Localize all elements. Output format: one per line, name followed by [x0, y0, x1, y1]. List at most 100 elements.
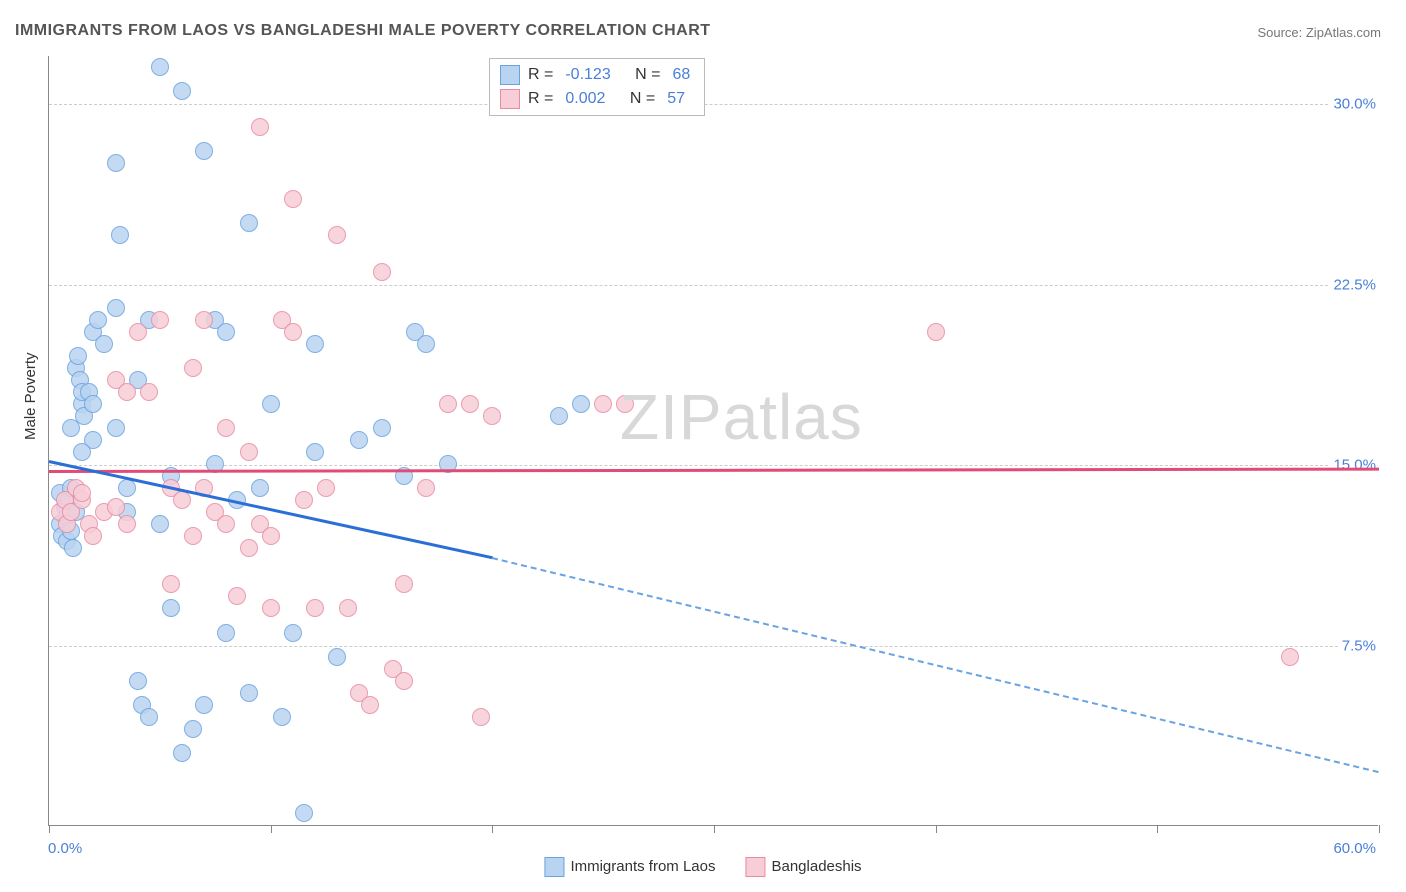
scatter-point: [95, 335, 113, 353]
x-tick: [1157, 825, 1158, 833]
scatter-point: [73, 484, 91, 502]
scatter-point: [262, 527, 280, 545]
scatter-point: [118, 479, 136, 497]
scatter-point: [240, 539, 258, 557]
gridline: [49, 646, 1378, 647]
scatter-point: [328, 648, 346, 666]
scatter-point: [262, 599, 280, 617]
scatter-point: [483, 407, 501, 425]
r-value-bangladeshi: 0.002: [565, 90, 605, 108]
scatter-point: [89, 311, 107, 329]
scatter-point: [151, 311, 169, 329]
scatter-point: [439, 395, 457, 413]
legend-row-series2: R = 0.002 N = 57: [500, 87, 694, 111]
scatter-point: [107, 419, 125, 437]
gridline: [49, 465, 1378, 466]
scatter-point: [395, 672, 413, 690]
scatter-point: [373, 419, 391, 437]
scatter-point: [217, 323, 235, 341]
scatter-point: [328, 226, 346, 244]
scatter-point: [195, 696, 213, 714]
scatter-point: [572, 395, 590, 413]
scatter-point: [64, 539, 82, 557]
scatter-point: [273, 708, 291, 726]
scatter-point: [616, 395, 634, 413]
series-legend: Immigrants from Laos Bangladeshis: [544, 857, 861, 877]
scatter-point: [84, 395, 102, 413]
source-attribution: Source: ZipAtlas.com: [1257, 25, 1381, 40]
scatter-point: [184, 527, 202, 545]
scatter-point: [195, 311, 213, 329]
r-value-laos: -0.123: [565, 66, 610, 84]
scatter-point: [373, 263, 391, 281]
scatter-point: [295, 804, 313, 822]
scatter-point: [417, 479, 435, 497]
source-label: Source:: [1257, 25, 1305, 40]
scatter-point: [550, 407, 568, 425]
scatter-point: [217, 515, 235, 533]
correlation-legend-box: R = -0.123 N = 68 R = 0.002 N = 57: [489, 58, 705, 116]
source-name: ZipAtlas.com: [1306, 25, 1381, 40]
legend-label-laos: Immigrants from Laos: [570, 858, 715, 875]
x-axis-max-label: 60.0%: [1333, 840, 1376, 857]
scatter-point: [62, 419, 80, 437]
chart-title: IMMIGRANTS FROM LAOS VS BANGLADESHI MALE…: [15, 22, 711, 40]
scatter-point: [251, 479, 269, 497]
scatter-point: [217, 419, 235, 437]
y-tick-label: 22.5%: [1329, 276, 1380, 293]
x-tick: [1379, 825, 1380, 833]
scatter-point: [350, 431, 368, 449]
scatter-point: [284, 624, 302, 642]
scatter-point: [118, 515, 136, 533]
scatter-point: [295, 491, 313, 509]
x-tick: [936, 825, 937, 833]
scatter-point: [107, 299, 125, 317]
scatter-point: [162, 575, 180, 593]
scatter-point: [217, 624, 235, 642]
scatter-point: [151, 515, 169, 533]
trend-line: [49, 467, 1379, 472]
x-tick: [714, 825, 715, 833]
scatter-point: [395, 575, 413, 593]
scatter-point: [140, 708, 158, 726]
scatter-point: [129, 323, 147, 341]
n-value-laos: 68: [673, 66, 691, 84]
scatter-point: [184, 720, 202, 738]
scatter-point: [594, 395, 612, 413]
scatter-point: [84, 527, 102, 545]
scatter-point: [1281, 648, 1299, 666]
trend-line: [492, 557, 1379, 773]
scatter-point: [262, 395, 280, 413]
legend-item-laos: Immigrants from Laos: [544, 857, 715, 877]
scatter-point: [417, 335, 435, 353]
chart-plot-area: R = -0.123 N = 68 R = 0.002 N = 57 7.5% 1…: [48, 56, 1378, 826]
scatter-point: [284, 190, 302, 208]
scatter-point: [228, 587, 246, 605]
scatter-point: [184, 359, 202, 377]
x-axis-min-label: 0.0%: [48, 840, 82, 857]
scatter-point: [240, 684, 258, 702]
legend-label-bangladeshi: Bangladeshis: [771, 858, 861, 875]
r-label: R =: [528, 66, 553, 84]
y-axis-label: Male Poverty: [22, 352, 39, 440]
legend-row-series1: R = -0.123 N = 68: [500, 63, 694, 87]
scatter-point: [240, 443, 258, 461]
scatter-point: [284, 323, 302, 341]
scatter-point: [69, 347, 87, 365]
scatter-point: [151, 58, 169, 76]
gridline: [49, 285, 1378, 286]
scatter-point: [129, 672, 147, 690]
legend-swatch-bangladeshi: [500, 89, 520, 109]
y-tick-label: 15.0%: [1329, 457, 1380, 474]
scatter-point: [472, 708, 490, 726]
scatter-point: [306, 443, 324, 461]
y-tick-label: 7.5%: [1338, 637, 1380, 654]
legend-item-bangladeshi: Bangladeshis: [745, 857, 861, 877]
n-label: N =: [635, 66, 660, 84]
x-tick: [492, 825, 493, 833]
scatter-point: [927, 323, 945, 341]
legend-swatch-bangladeshi-icon: [745, 857, 765, 877]
x-tick: [49, 825, 50, 833]
legend-swatch-laos-icon: [544, 857, 564, 877]
scatter-point: [461, 395, 479, 413]
